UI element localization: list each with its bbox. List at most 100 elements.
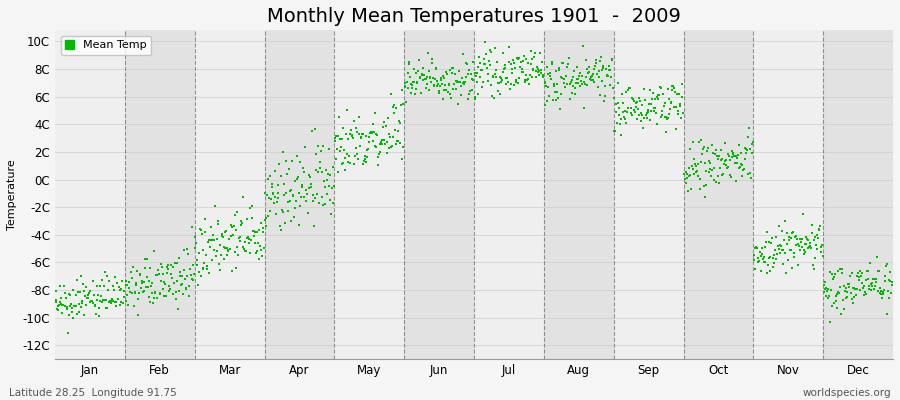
Point [882, 295, 896, 301]
Point [748, 244, 762, 251]
Point [489, 74, 503, 80]
Point [561, 81, 575, 87]
Point [215, 231, 230, 238]
Point [714, 157, 728, 163]
Point [159, 264, 174, 270]
Point [508, 65, 522, 72]
Point [293, 159, 308, 165]
Point [758, 259, 772, 265]
Point [540, 84, 554, 90]
Point [463, 88, 477, 94]
Bar [265, 30, 334, 359]
Point [667, 104, 681, 110]
Point [443, 67, 457, 74]
Point [374, 139, 388, 145]
Point [700, 147, 715, 154]
Point [315, 168, 329, 175]
Point [503, 61, 517, 67]
Point [172, 255, 186, 262]
Point [425, 60, 439, 66]
Point [363, 138, 377, 145]
Point [142, 278, 157, 284]
Point [112, 284, 126, 290]
Point [572, 76, 586, 82]
Point [824, 287, 838, 294]
Point [255, 253, 269, 260]
Point [412, 74, 427, 80]
Point [320, 177, 334, 183]
Point [686, 166, 700, 172]
Point [244, 237, 258, 244]
Point [125, 274, 140, 281]
Point [165, 275, 179, 282]
Point [169, 289, 184, 295]
Point [716, 172, 730, 178]
Point [470, 79, 484, 86]
Point [709, 147, 724, 154]
Point [465, 76, 480, 82]
Point [314, 194, 328, 201]
Point [632, 95, 646, 102]
Point [645, 90, 660, 96]
Point [731, 152, 745, 158]
Point [173, 269, 187, 276]
Point [678, 176, 692, 182]
Point [221, 247, 236, 253]
Point [321, 146, 336, 152]
Point [199, 252, 213, 258]
Point [310, 190, 324, 197]
Point [590, 84, 605, 90]
Point [579, 56, 593, 63]
Point [757, 253, 771, 260]
Point [78, 302, 93, 308]
Point [734, 161, 749, 167]
Point [357, 153, 372, 159]
Point [248, 240, 262, 246]
Point [816, 282, 831, 289]
Point [382, 131, 396, 138]
Point [394, 156, 409, 162]
Point [823, 319, 837, 325]
Point [59, 305, 74, 312]
Point [158, 292, 173, 299]
Point [203, 224, 218, 230]
Point [707, 150, 722, 157]
Point [819, 284, 833, 291]
Point [587, 66, 601, 72]
Point [279, 158, 293, 164]
Point [691, 161, 706, 167]
Point [618, 89, 633, 96]
Point [117, 288, 131, 294]
Point [54, 294, 68, 301]
Point [322, 182, 337, 189]
Point [647, 105, 662, 111]
Point [852, 274, 867, 280]
Point [149, 294, 164, 301]
Point [784, 246, 798, 253]
Point [590, 71, 604, 77]
Point [656, 91, 670, 97]
Point [410, 79, 424, 85]
Point [305, 198, 320, 204]
Point [441, 82, 455, 89]
Point [593, 54, 608, 60]
Point [498, 64, 512, 71]
Point [178, 276, 193, 283]
Point [289, 197, 303, 204]
Point [811, 235, 825, 241]
Point [608, 101, 623, 107]
Point [706, 150, 720, 157]
Point [688, 156, 702, 163]
Point [689, 168, 704, 174]
Point [445, 70, 459, 76]
Point [455, 79, 470, 86]
Point [639, 112, 653, 119]
Point [556, 80, 571, 86]
Point [207, 237, 221, 243]
Point [590, 60, 604, 66]
Point [228, 212, 242, 218]
Point [596, 64, 610, 71]
Point [634, 102, 649, 108]
Point [628, 104, 643, 110]
Point [768, 247, 782, 254]
